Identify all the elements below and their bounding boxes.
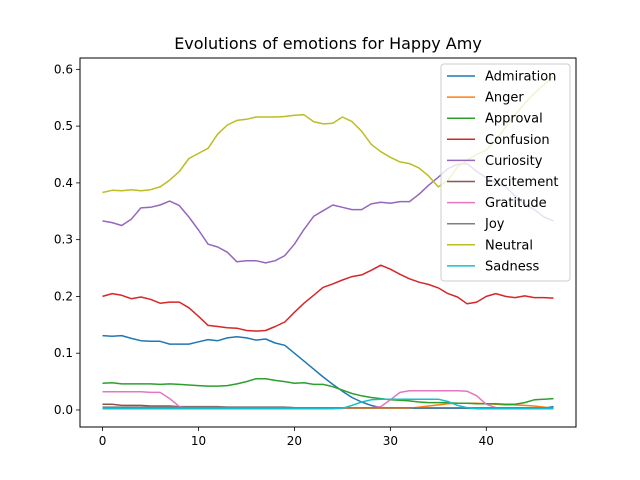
plot-frame (79, 57, 577, 428)
legend-label-anger: Anger (485, 91, 524, 106)
legend-label-approval: Approval (485, 112, 543, 127)
legend-label-curiosity: Curiosity (485, 154, 543, 169)
series-line-gratitude (102, 389, 554, 409)
legend-label-excitement: Excitement (485, 175, 559, 190)
series-line-joy (102, 406, 554, 409)
series-line-admiration (102, 334, 554, 410)
legend-label-confusion: Confusion (485, 133, 550, 148)
x-tick-label: 10 (191, 434, 206, 448)
x-tick-label: 30 (383, 434, 398, 448)
chart-title: Evolutions of emotions for Happy Amy (174, 34, 482, 53)
y-tick-label: 0.3 (54, 233, 73, 247)
x-tick-label: 0 (99, 434, 107, 448)
x-tick-label: 20 (287, 434, 302, 448)
series-line-confusion (102, 264, 554, 332)
x-tick-label: 40 (479, 434, 494, 448)
legend-label-sadness: Sadness (485, 259, 539, 274)
y-tick-label: 0.4 (54, 176, 73, 190)
y-tick-label: 0.6 (54, 62, 73, 76)
legend-label-neutral: Neutral (485, 238, 533, 253)
legend-label-admiration: Admiration (485, 70, 556, 85)
y-tick-label: 0.2 (54, 289, 73, 303)
axis-layer: 0 10 20 30 40 0.0 0.1 0.2 0.3 0.4 0.5 0.6 (54, 62, 494, 448)
y-tick-label: 0.0 (54, 403, 73, 417)
legend: Admiration Anger Approval Confusion Curiosit… (440, 63, 571, 282)
legend-label-joy: Joy (484, 217, 505, 232)
legend-label-gratitude: Gratitude (485, 196, 547, 211)
y-tick-label: 0.1 (54, 346, 73, 360)
series-line-sadness (102, 398, 554, 410)
y-tick-label: 0.5 (54, 119, 73, 133)
series-line-approval (102, 377, 554, 406)
series-layer (102, 75, 554, 410)
